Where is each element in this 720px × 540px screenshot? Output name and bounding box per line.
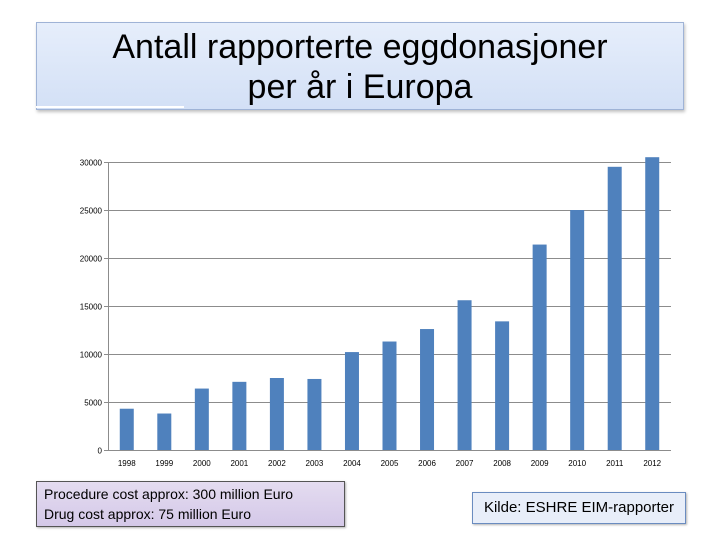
x-tick-label: 2003	[306, 459, 324, 468]
bar	[344, 352, 359, 450]
x-tick-label: 2004	[343, 459, 361, 468]
cost-note-box: Procedure cost approx: 300 million Euro …	[36, 481, 345, 527]
x-tick-label: 2001	[230, 459, 248, 468]
bar	[269, 378, 284, 450]
x-tick-label: 2009	[531, 459, 549, 468]
x-tick-label: 1998	[118, 459, 136, 468]
chart-title-line-2: per år i Europa	[247, 68, 473, 106]
bar	[382, 341, 397, 450]
chart-title-line-1: Antall rapporterte eggdonasjoner	[112, 28, 608, 66]
x-tick-label: 2000	[193, 459, 211, 468]
y-tick-label: 10000	[80, 351, 103, 360]
title-box: Antall rapporterte eggdonasjoner per år …	[36, 22, 684, 110]
bar	[307, 378, 322, 450]
x-tick-label: 2005	[381, 459, 399, 468]
procedure-cost-note: Procedure cost approx: 300 million Euro	[44, 486, 294, 502]
bar	[607, 166, 622, 451]
bar	[532, 244, 547, 450]
x-tick-label: 2006	[418, 459, 436, 468]
y-tick-label: 15000	[80, 303, 103, 312]
bar	[119, 408, 134, 450]
y-tick-label: 5000	[84, 399, 102, 408]
x-tick-label: 2002	[268, 459, 286, 468]
bar	[157, 413, 172, 450]
x-tick-label: 2011	[606, 459, 624, 468]
x-tick-label: 2012	[643, 459, 661, 468]
y-tick-label: 30000	[80, 159, 103, 168]
bar	[645, 157, 660, 450]
y-tick-label: 0	[98, 447, 103, 456]
bar	[570, 210, 585, 450]
y-tick-label: 25000	[80, 207, 103, 216]
bar	[420, 329, 435, 450]
source-label: Kilde: ESHRE EIM-rapporter	[483, 499, 675, 516]
x-tick-label: 2010	[568, 459, 586, 468]
drug-cost-note: Drug cost approx: 75 million Euro	[44, 506, 251, 522]
bar	[194, 388, 209, 450]
bar	[457, 300, 472, 450]
x-tick-label: 1999	[155, 459, 173, 468]
bar	[495, 321, 510, 450]
title-accent-line	[36, 106, 184, 108]
source-box: Kilde: ESHRE EIM-rapporter	[472, 492, 686, 524]
x-tick-label: 2007	[456, 459, 474, 468]
y-tick-label: 20000	[80, 255, 103, 264]
x-tick-label: 2008	[493, 459, 511, 468]
bar	[232, 381, 247, 450]
